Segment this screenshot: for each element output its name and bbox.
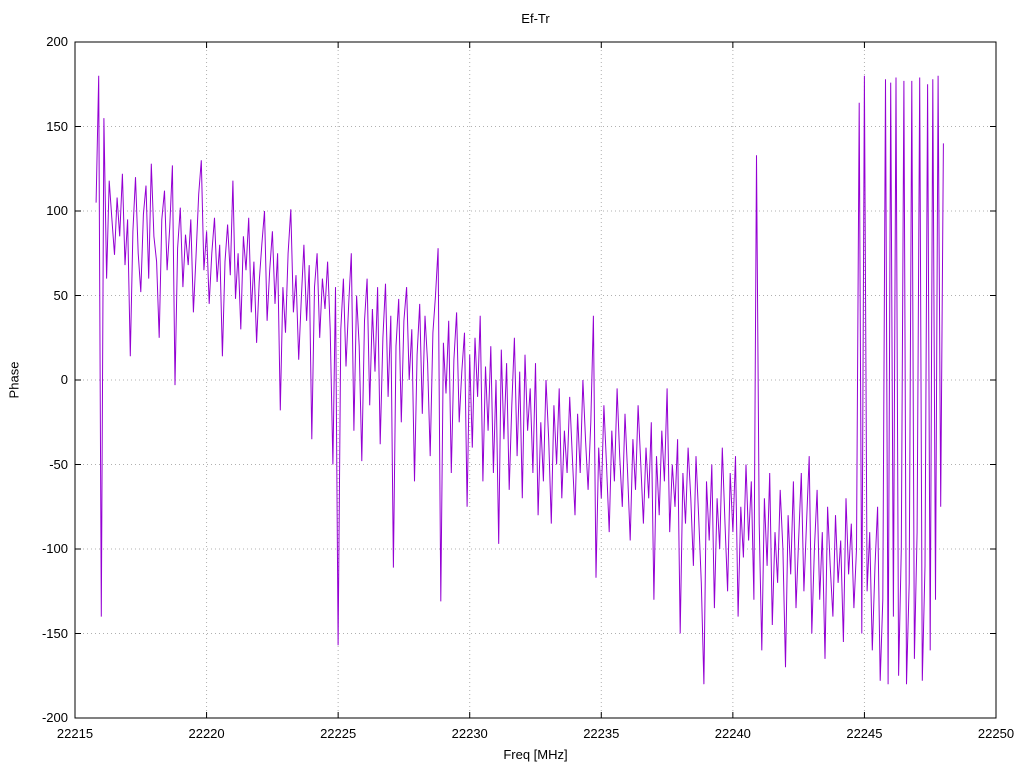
y-tick-label: -50 bbox=[49, 456, 68, 472]
x-tick-label: 22225 bbox=[320, 726, 357, 741]
x-tick-label: 22220 bbox=[188, 726, 225, 741]
data-series-line bbox=[95, 75, 944, 685]
y-tick-label: -150 bbox=[41, 625, 68, 641]
x-tick-label: 22245 bbox=[846, 726, 883, 741]
y-tick-label: 100 bbox=[46, 203, 68, 218]
y-tick-label: -100 bbox=[41, 541, 68, 556]
axis-border-and-ticks bbox=[74, 41, 997, 719]
y-tick-label: 0 bbox=[60, 372, 68, 387]
x-tick-label: 22215 bbox=[56, 726, 94, 741]
x-tick-label: 22235 bbox=[583, 726, 620, 741]
x-tick-label: 22250 bbox=[977, 726, 1015, 741]
y-tick-label: -200 bbox=[41, 710, 68, 725]
chart-title: Ef-Tr bbox=[521, 11, 550, 26]
y-tick-label: 50 bbox=[53, 287, 68, 303]
y-tick-label: 150 bbox=[46, 118, 68, 134]
x-tick-label: 22240 bbox=[714, 726, 751, 741]
x-tick-label: 22230 bbox=[451, 726, 488, 741]
x-axis-label: Freq [MHz] bbox=[503, 747, 568, 762]
y-tick-label: 200 bbox=[46, 34, 68, 49]
